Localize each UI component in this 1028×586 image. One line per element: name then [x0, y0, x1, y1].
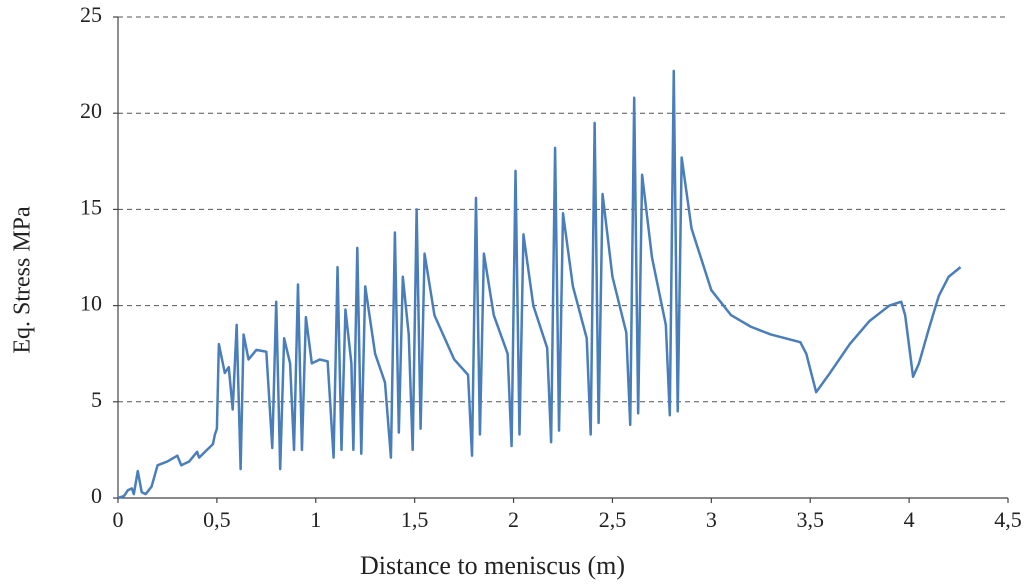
x-tick-label: 3,5: [796, 507, 824, 532]
y-axis-label: Eq. Stress MPa: [10, 206, 36, 354]
x-tick-label: 1: [310, 507, 321, 532]
x-tick-label: 4: [904, 507, 915, 532]
y-tick-label: 10: [80, 291, 102, 316]
x-tick-label: 3: [706, 507, 717, 532]
y-tick-label: 20: [80, 98, 102, 123]
x-tick-label: 0: [113, 507, 124, 532]
x-tick-label: 2: [508, 507, 519, 532]
x-tick-label: 4,5: [994, 507, 1022, 532]
y-tick-label: 5: [91, 387, 102, 412]
y-tick-label: 15: [80, 194, 102, 219]
x-tick-label: 2,5: [599, 507, 627, 532]
y-tick-label: 0: [91, 483, 102, 508]
x-tick-label: 0,5: [203, 507, 231, 532]
x-tick-label: 1,5: [401, 507, 429, 532]
x-axis-label: Distance to meniscus (m): [360, 551, 625, 580]
data-line: [117, 69, 962, 500]
y-tick-label: 25: [80, 2, 102, 27]
